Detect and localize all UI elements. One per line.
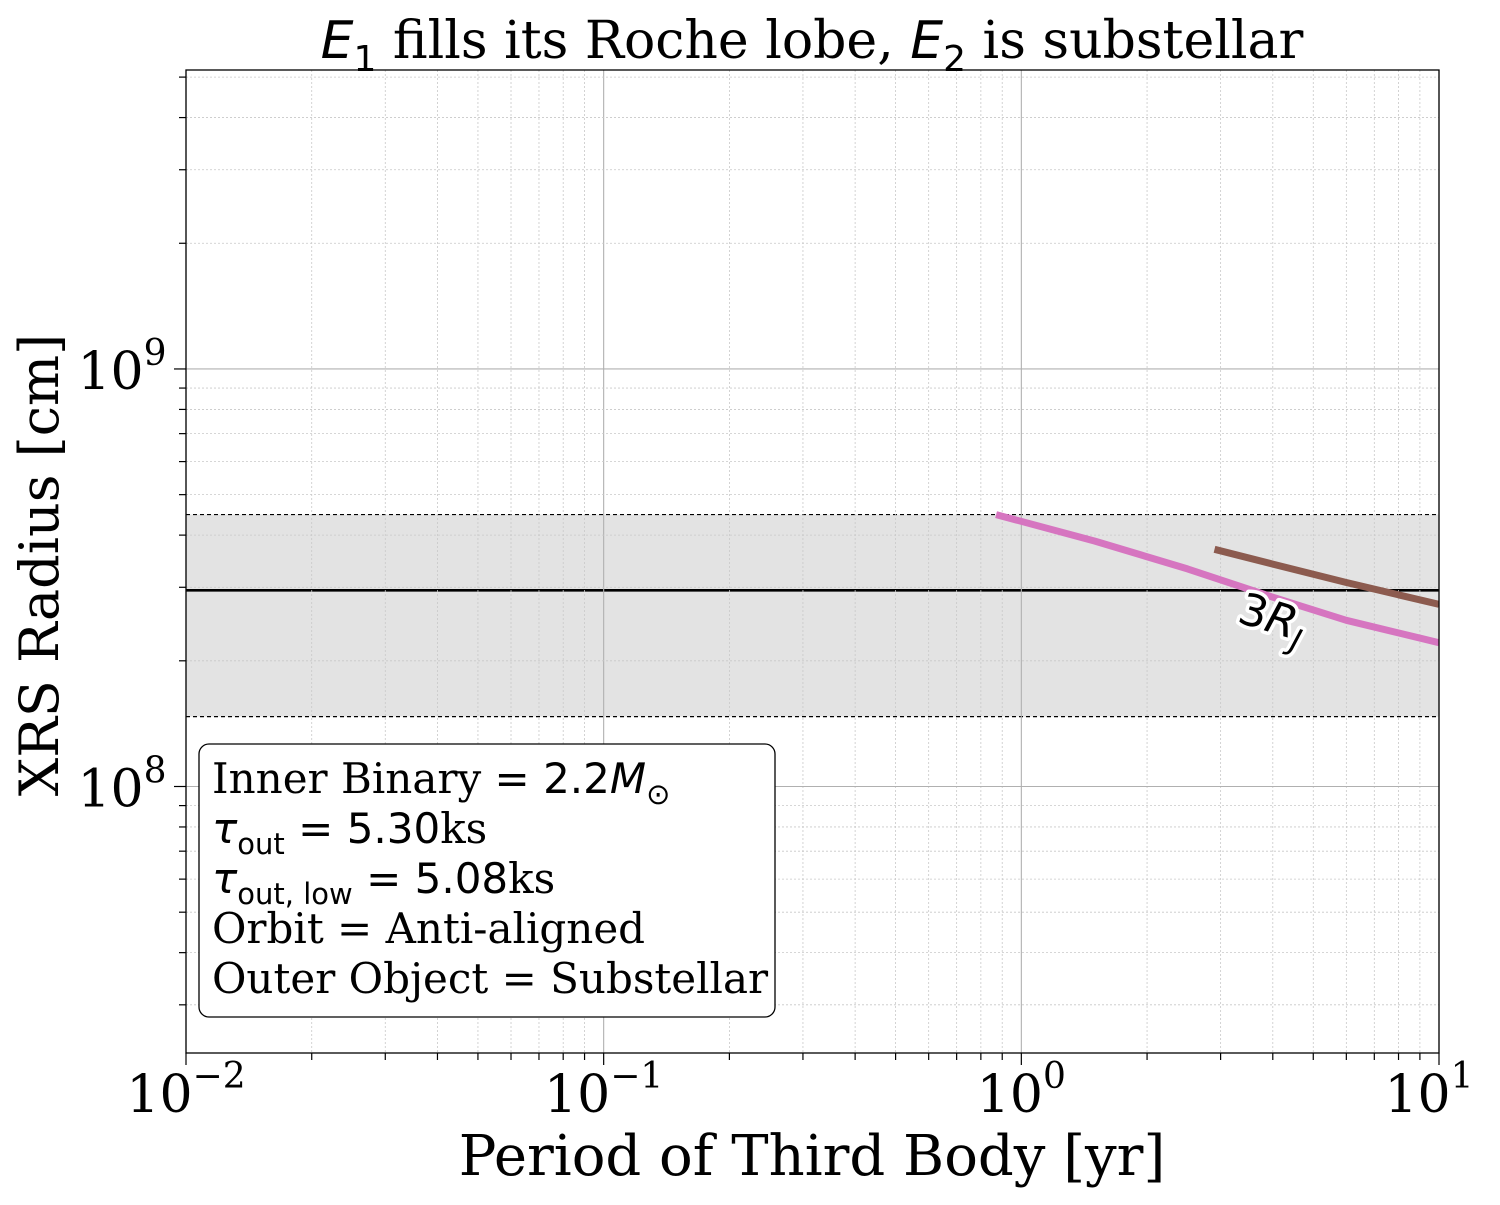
x-tick-label: 100 bbox=[977, 1056, 1066, 1125]
info-box-line: Outer Object = Substellar bbox=[212, 954, 769, 1003]
tick-layer: 10−2 10−1 100 101 108 109 bbox=[77, 76, 1474, 1125]
info-box-line: Inner Binary = 2.2M⊙​ bbox=[212, 754, 670, 811]
reference-band-layer bbox=[186, 513, 1439, 718]
x-tick-label: 10−1 bbox=[544, 1056, 663, 1125]
chart-title: E1​ fills its Roche lobe, E2​ is substel… bbox=[321, 11, 1304, 80]
plot-frame bbox=[185, 69, 1440, 1054]
series-line-1 bbox=[1213, 545, 1439, 608]
y-tick-label: 108 bbox=[77, 750, 166, 819]
x-tick-label: 101 bbox=[1384, 1056, 1473, 1125]
info-box-line: Orbit = Anti-aligned bbox=[212, 904, 645, 953]
x-axis-label: Period of Third Body [yr] bbox=[459, 1124, 1166, 1189]
series-layer bbox=[995, 511, 1439, 647]
info-box: Inner Binary = 2.2M⊙​τout​ = 5.30ksτout,… bbox=[198, 743, 776, 1018]
info-box-frame bbox=[198, 743, 776, 1018]
series-line-0 bbox=[995, 511, 1439, 647]
x-tick-label: 10−2 bbox=[126, 1056, 245, 1125]
info-box-line: τout, low​ = 5.08ks bbox=[212, 854, 555, 911]
uncertainty-band bbox=[186, 514, 1439, 717]
y-axis-label: XRS Radius [cm] bbox=[8, 334, 71, 796]
y-tick-label: 109 bbox=[77, 333, 166, 402]
info-box-line: τout​ = 5.30ks bbox=[212, 804, 487, 861]
